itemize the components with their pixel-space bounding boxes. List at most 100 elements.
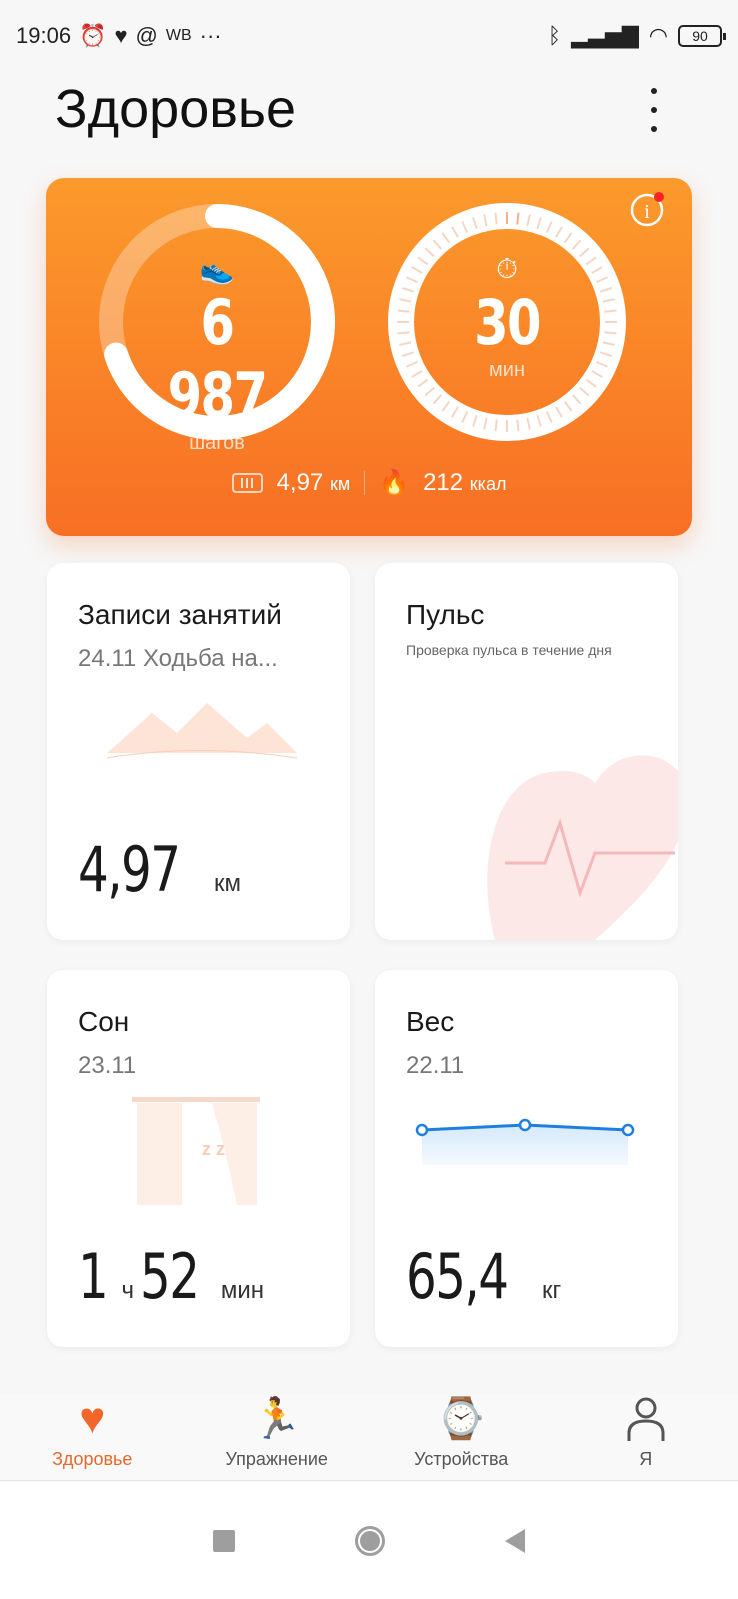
sleep-minutes-unit: мин: [220, 1277, 265, 1304]
minute-tick: [402, 351, 415, 357]
stopwatch-icon: ⏱: [496, 253, 518, 284]
minute-tick: [596, 360, 608, 368]
minute-tick: [579, 386, 590, 397]
system-nav-bar: [0, 1482, 738, 1599]
minute-tick: [406, 360, 418, 368]
minute-tick: [516, 212, 520, 225]
minute-tick: [494, 419, 498, 432]
minute-tick: [571, 239, 582, 250]
person-icon: [627, 1397, 665, 1441]
minute-tick: [494, 212, 498, 225]
minute-tick: [516, 419, 520, 432]
sleep-minutes: 52: [139, 1240, 200, 1313]
workouts-value: 4,97: [78, 833, 181, 906]
carrier-label: WB: [165, 27, 192, 44]
nav-me[interactable]: Я: [554, 1395, 738, 1480]
curtain-illustration: z z: [132, 1097, 260, 1205]
sleep-subtitle: 23.11: [78, 1052, 137, 1079]
nav-label: Упражнение: [225, 1449, 328, 1469]
sleep-hours: 1: [78, 1240, 109, 1313]
pulse-subtitle: Проверка пульса в течение дня: [406, 642, 612, 658]
alarm-icon: ⏰: [79, 23, 107, 48]
minute-tick: [411, 266, 423, 274]
weight-point: [415, 1123, 429, 1137]
minute-tick: [536, 414, 542, 427]
sleep-hours-unit: ч: [121, 1277, 134, 1304]
minute-tick: [536, 217, 542, 230]
minute-tick: [451, 226, 459, 238]
pulse-title: Пульс: [406, 599, 485, 630]
status-bar: 19:06 ⏰ ♥ @ WB ··· ᛒ ▂▃▅▇ ◠ 90: [16, 18, 726, 54]
workouts-card[interactable]: Записи занятий 24.11 Ходьба на... 4,97 км: [47, 563, 350, 940]
svg-text:i: i: [644, 201, 650, 223]
back-button[interactable]: [505, 1528, 525, 1553]
minute-tick: [417, 256, 429, 266]
weight-card[interactable]: Вес 22.11 65,4 кг: [375, 970, 678, 1347]
flame-icon: 🔥: [379, 469, 410, 496]
minute-tick: [424, 386, 435, 397]
notification-dot: [654, 192, 664, 202]
page-title: Здоровье: [55, 79, 297, 139]
minute-tick: [526, 417, 531, 430]
nav-exercise[interactable]: 🏃 Упражнение: [185, 1395, 370, 1480]
minute-tick: [563, 232, 573, 244]
minute-tick: [591, 370, 603, 378]
sleep-title: Сон: [78, 1006, 130, 1037]
more-menu-button[interactable]: [648, 88, 660, 132]
activity-card[interactable]: i 👟 6 987 шагов ⏱ 30 мин ııı 4,97 км 🔥 2…: [46, 178, 692, 536]
minute-tick: [441, 400, 451, 412]
nav-label: Устройства: [414, 1449, 509, 1469]
minute-tick: [472, 217, 478, 230]
heart-illustration: [487, 755, 678, 940]
heart-icon: ♥: [114, 23, 128, 48]
minute-tick: [571, 394, 582, 405]
minute-tick: [483, 214, 488, 227]
minute-tick: [604, 309, 617, 313]
minute-tick: [585, 378, 597, 388]
svg-text:z z: z z: [202, 1139, 225, 1159]
weight-trend-chart: [415, 1118, 635, 1165]
clock: 19:06: [16, 23, 72, 48]
home-button[interactable]: [355, 1525, 385, 1556]
workouts-title: Записи занятий: [78, 599, 282, 630]
nav-devices[interactable]: ⌚ Устройства: [369, 1395, 554, 1480]
sleep-card[interactable]: Сон 23.11 z z 1 ч 52 мин: [47, 970, 350, 1347]
nav-health[interactable]: ♥ Здоровье: [0, 1395, 185, 1480]
minute-tick: [461, 221, 469, 233]
bluetooth-icon: ᛒ: [547, 23, 562, 48]
minute-tick: [399, 298, 412, 303]
workouts-subtitle: 24.11 Ходьба на...: [78, 645, 278, 672]
weight-unit: кг: [542, 1277, 562, 1304]
minute-tick: [406, 276, 418, 284]
minute-tick: [461, 411, 469, 423]
watch-icon: ⌚: [436, 1397, 487, 1441]
minute-tick: [545, 411, 553, 423]
distance-unit: км: [329, 473, 351, 494]
weight-title: Вес: [406, 1006, 455, 1037]
wifi-icon: ◠: [648, 23, 668, 48]
info-icon: [630, 193, 664, 227]
minute-tick: [432, 394, 443, 405]
minute-tick: [555, 406, 563, 418]
minute-tick: [599, 351, 612, 357]
minute-tick: [472, 414, 478, 427]
minute-tick: [411, 370, 423, 378]
pulse-card[interactable]: Пульс Проверка пульса в течение дня: [375, 563, 678, 940]
heart-pulse-icon: ♥: [79, 1394, 106, 1443]
minute-tick: [545, 221, 553, 233]
minute-tick: [596, 276, 608, 284]
at-icon: @: [135, 23, 158, 48]
weight-point: [518, 1118, 532, 1132]
minute-tick: [397, 309, 410, 313]
minute-tick: [602, 341, 615, 346]
minute-tick: [526, 214, 531, 227]
more-notifications-icon: ···: [199, 23, 222, 48]
minute-tick: [441, 232, 451, 244]
minute-tick: [591, 266, 603, 274]
recents-button[interactable]: [213, 1529, 235, 1552]
workouts-unit: км: [214, 870, 242, 897]
shoe-icon: 👟: [199, 254, 235, 285]
battery-icon: 90: [678, 25, 726, 47]
nav-label: Здоровье: [52, 1449, 133, 1469]
activity-rings: i: [99, 192, 664, 441]
